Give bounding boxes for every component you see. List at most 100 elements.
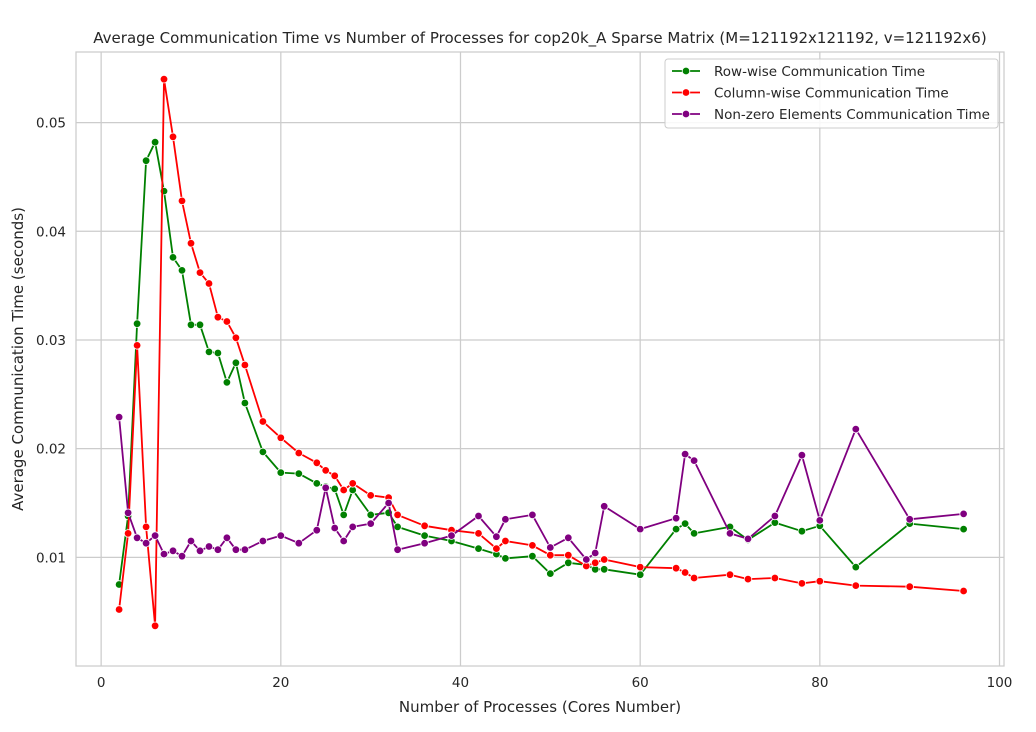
legend-swatch-marker (681, 109, 691, 119)
data-point (141, 156, 151, 165)
legend-swatch-marker (681, 88, 691, 97)
data-point (564, 533, 573, 542)
data-point (770, 573, 780, 583)
y-tick-label: 0.05 (36, 116, 66, 132)
data-point (186, 239, 196, 248)
data-point (348, 522, 357, 532)
data-point (150, 137, 160, 147)
x-tick-label: 40 (452, 675, 469, 691)
data-point (905, 582, 914, 591)
data-point (671, 524, 681, 534)
data-point (123, 508, 133, 517)
data-point (636, 562, 645, 572)
data-point (384, 498, 393, 508)
data-point (501, 554, 510, 563)
data-point (680, 568, 690, 577)
data-point (501, 536, 510, 546)
data-point (150, 621, 160, 630)
data-point (177, 196, 187, 206)
data-point (186, 536, 196, 546)
data-point (528, 510, 537, 520)
data-point (447, 531, 456, 540)
legend-box (664, 58, 999, 129)
x-tick-label: 60 (632, 675, 649, 691)
legend-swatch-marker (681, 66, 691, 76)
data-point (366, 510, 375, 520)
data-point (222, 533, 232, 542)
data-point (501, 515, 510, 524)
data-point (294, 448, 303, 458)
data-point (680, 519, 690, 528)
legend: Row-wise Communication Time Column-wise C… (664, 58, 999, 129)
data-point (213, 545, 223, 554)
data-point (159, 549, 169, 559)
data-point (213, 348, 223, 358)
data-point (159, 74, 169, 84)
data-point (636, 524, 645, 534)
data-point (240, 398, 250, 408)
data-point (600, 502, 609, 511)
data-point (366, 491, 375, 500)
legend-item: Column-wise Communication Time (672, 86, 949, 102)
data-point (168, 546, 178, 555)
x-tick-label: 0 (97, 675, 106, 691)
data-point (797, 451, 807, 460)
data-point (564, 558, 573, 567)
data-point (276, 468, 285, 477)
data-point (213, 313, 223, 322)
data-point (725, 529, 735, 538)
data-point (168, 132, 178, 141)
data-point (339, 536, 348, 546)
data-point (636, 570, 645, 579)
data-point (204, 347, 214, 357)
data-point (689, 456, 699, 465)
x-axis-label: Number of Processes (Cores Number) (399, 698, 681, 716)
data-point (195, 546, 205, 555)
series-layer (114, 74, 968, 630)
data-point (725, 570, 735, 579)
legend-item: Non-zero Elements Communication Time (672, 107, 990, 123)
data-point (851, 424, 860, 434)
data-point (240, 360, 250, 370)
data-point (132, 341, 142, 350)
ticks: 0 20 40 60 80 100 0.01 0.02 0.03 0.04 0.05 (36, 116, 1012, 691)
data-point (114, 605, 124, 614)
data-point (366, 519, 375, 528)
data-point (546, 551, 555, 560)
data-point (393, 510, 402, 520)
data-point (150, 531, 160, 540)
data-point (689, 529, 699, 538)
y-tick-label: 0.01 (36, 550, 66, 566)
data-point (204, 542, 214, 551)
data-point (186, 320, 196, 329)
data-point (294, 539, 303, 548)
data-point (321, 466, 330, 475)
data-point (671, 514, 681, 523)
data-point (851, 581, 860, 590)
data-point (959, 586, 968, 596)
data-point (141, 522, 151, 532)
data-point (132, 319, 142, 328)
data-point (851, 562, 860, 572)
data-point (564, 551, 573, 560)
chart-title: Average Communication Time vs Number of … (93, 29, 986, 48)
data-point (312, 526, 321, 535)
data-point (743, 534, 753, 544)
data-point (330, 471, 339, 480)
data-point (689, 573, 699, 583)
data-point (393, 545, 402, 554)
y-axis-label: Average Communication Time (seconds) (9, 207, 27, 511)
data-point (114, 412, 124, 422)
data-point (312, 458, 321, 467)
data-point (177, 266, 187, 275)
data-point (905, 515, 914, 524)
data-point (276, 531, 285, 540)
data-point (582, 555, 591, 564)
legend-label: Row-wise Communication Time (714, 64, 925, 80)
data-point (168, 253, 178, 262)
data-point (222, 317, 232, 326)
data-point (815, 577, 824, 586)
data-point (474, 529, 483, 538)
data-point (330, 484, 339, 494)
